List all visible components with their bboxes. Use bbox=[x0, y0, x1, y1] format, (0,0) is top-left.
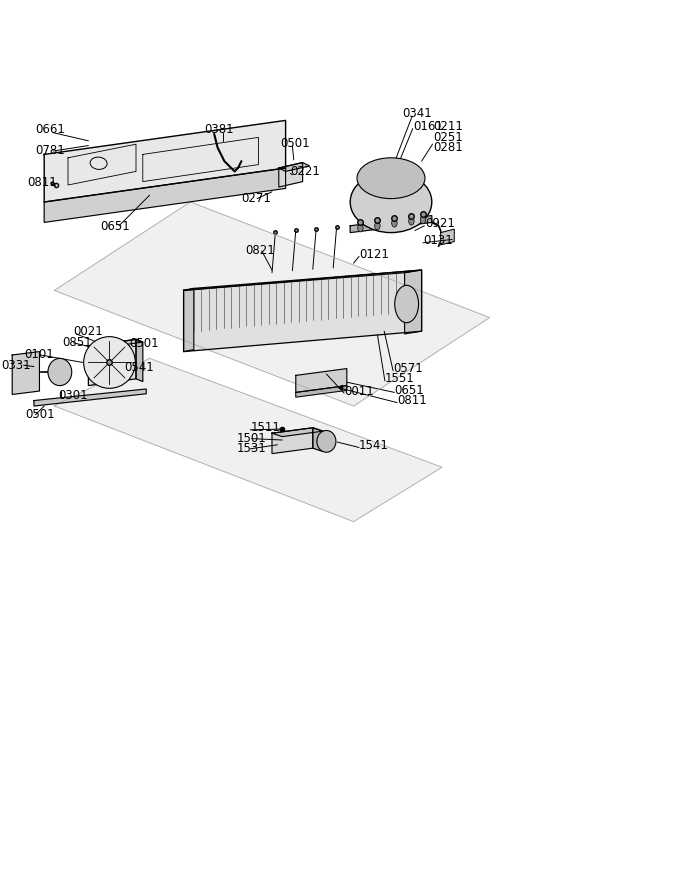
Text: 0811: 0811 bbox=[397, 394, 427, 407]
Text: 0281: 0281 bbox=[433, 141, 463, 154]
Text: 0381: 0381 bbox=[204, 122, 234, 136]
Polygon shape bbox=[272, 428, 323, 436]
Text: 0661: 0661 bbox=[35, 123, 65, 136]
Text: 0541: 0541 bbox=[124, 361, 154, 374]
Ellipse shape bbox=[409, 217, 414, 225]
Text: 0341: 0341 bbox=[403, 107, 432, 120]
Ellipse shape bbox=[350, 172, 432, 232]
Ellipse shape bbox=[48, 358, 72, 385]
Ellipse shape bbox=[394, 285, 418, 323]
Polygon shape bbox=[184, 270, 422, 290]
Text: 0121: 0121 bbox=[359, 248, 389, 260]
Polygon shape bbox=[441, 229, 454, 245]
Ellipse shape bbox=[90, 158, 107, 169]
Ellipse shape bbox=[358, 224, 363, 232]
Polygon shape bbox=[272, 428, 313, 453]
Text: 1501: 1501 bbox=[237, 432, 267, 445]
Text: 0781: 0781 bbox=[35, 143, 65, 157]
Polygon shape bbox=[279, 163, 303, 187]
Ellipse shape bbox=[357, 158, 425, 199]
Polygon shape bbox=[405, 270, 422, 334]
Text: 0851: 0851 bbox=[63, 336, 92, 349]
Polygon shape bbox=[279, 163, 309, 172]
Ellipse shape bbox=[375, 222, 380, 230]
Polygon shape bbox=[313, 428, 323, 451]
Polygon shape bbox=[44, 168, 286, 223]
Circle shape bbox=[84, 337, 135, 388]
Polygon shape bbox=[136, 340, 143, 382]
Polygon shape bbox=[12, 352, 39, 394]
Text: 0921: 0921 bbox=[425, 217, 455, 231]
Text: 1541: 1541 bbox=[359, 439, 389, 452]
Text: 0571: 0571 bbox=[393, 362, 423, 375]
Text: 0331: 0331 bbox=[1, 359, 31, 371]
Text: 0101: 0101 bbox=[24, 348, 54, 362]
Text: 0651: 0651 bbox=[394, 384, 424, 397]
Polygon shape bbox=[88, 340, 136, 385]
Polygon shape bbox=[296, 369, 347, 392]
Text: 0651: 0651 bbox=[101, 220, 131, 233]
Text: 0251: 0251 bbox=[433, 131, 463, 144]
Polygon shape bbox=[184, 270, 422, 352]
Text: 0021: 0021 bbox=[73, 325, 103, 338]
Ellipse shape bbox=[392, 219, 397, 227]
Text: 0501: 0501 bbox=[129, 337, 159, 350]
Polygon shape bbox=[350, 216, 432, 232]
Text: 0131: 0131 bbox=[424, 234, 454, 247]
Ellipse shape bbox=[420, 216, 426, 224]
Polygon shape bbox=[296, 385, 347, 397]
Polygon shape bbox=[54, 202, 490, 406]
Text: 1511: 1511 bbox=[250, 422, 280, 434]
Text: 0501: 0501 bbox=[280, 137, 310, 150]
Text: 0821: 0821 bbox=[245, 245, 275, 258]
Polygon shape bbox=[44, 121, 286, 202]
Ellipse shape bbox=[317, 430, 336, 452]
Polygon shape bbox=[54, 358, 442, 522]
Polygon shape bbox=[88, 340, 143, 348]
Text: 0211: 0211 bbox=[433, 120, 463, 133]
Text: 0271: 0271 bbox=[241, 192, 271, 205]
Polygon shape bbox=[34, 389, 146, 406]
Text: 0221: 0221 bbox=[290, 165, 320, 178]
Text: 1551: 1551 bbox=[385, 372, 415, 385]
Text: 0501: 0501 bbox=[25, 408, 55, 422]
Text: 0161: 0161 bbox=[413, 120, 443, 133]
Text: 1531: 1531 bbox=[237, 443, 267, 455]
Text: 0811: 0811 bbox=[27, 176, 57, 189]
Text: 0301: 0301 bbox=[58, 389, 88, 402]
Text: 0011: 0011 bbox=[344, 385, 374, 398]
Polygon shape bbox=[184, 289, 194, 352]
